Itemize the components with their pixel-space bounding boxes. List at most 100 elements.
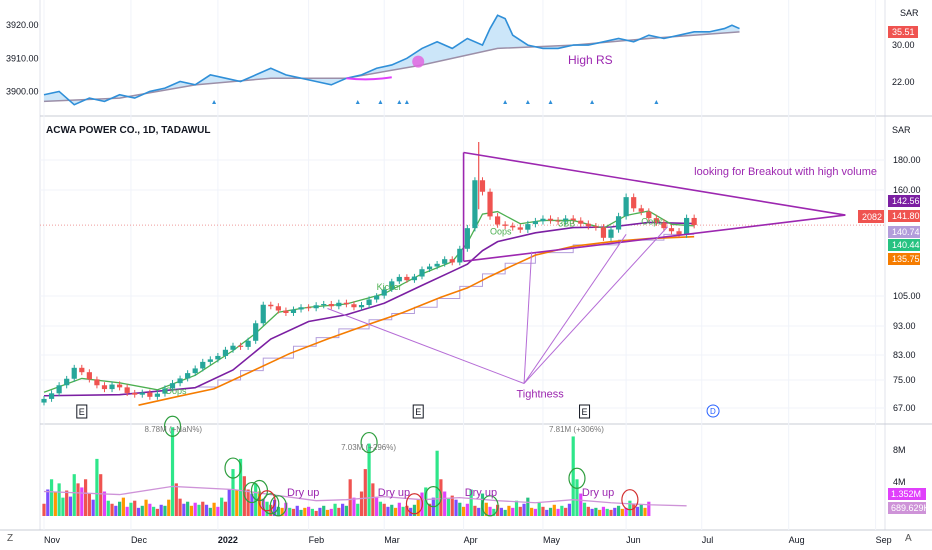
volume-bar-90 <box>382 503 386 516</box>
candle-body-56 <box>464 228 470 249</box>
volume-bar-20 <box>118 501 122 516</box>
volume-bar-132 <box>541 506 545 516</box>
ma-orange-line <box>138 235 695 406</box>
candle-body-18 <box>177 378 183 384</box>
rs-marker-5 <box>503 100 508 104</box>
rs-left-tick-0: 3920.00 <box>6 20 39 30</box>
volume-peak-label-2: 7.81M (+306%) <box>549 425 604 434</box>
volume-bar-69 <box>303 507 307 516</box>
volume-bar-84 <box>359 491 364 516</box>
volume-value-badge-label-0: 1.352M <box>891 489 921 499</box>
volume-bar-152 <box>616 505 621 516</box>
price-tick-3: 93.00 <box>893 321 916 331</box>
rs-axis-unit: SAR <box>900 8 919 18</box>
candle-body-63 <box>517 227 523 230</box>
volume-bar-89 <box>378 501 383 516</box>
volume-bar-4 <box>57 483 61 516</box>
candle-body-68 <box>555 220 561 222</box>
candle-body-45 <box>381 289 387 296</box>
candle-body-7 <box>94 379 100 386</box>
volume-bar-143 <box>582 502 587 516</box>
volume-bar-21 <box>121 497 125 516</box>
volume-bar-110 <box>458 502 462 516</box>
candle-body-73 <box>593 226 599 228</box>
candle-body-43 <box>366 299 372 305</box>
rs-badge <box>888 26 918 38</box>
rs-marker-6 <box>525 100 530 104</box>
volume-bar-129 <box>530 507 534 516</box>
candle-body-8 <box>101 385 108 390</box>
rs-right-tick-1: 22.00 <box>892 77 915 87</box>
volume-bar-34 <box>170 427 175 516</box>
x-tick-1: Dec <box>131 535 148 545</box>
volume-bar-10 <box>80 487 84 516</box>
volume-bar-75 <box>325 509 330 516</box>
candle-body-57 <box>472 180 478 229</box>
volume-bar-46 <box>216 506 220 516</box>
volume-bar-70 <box>307 506 311 516</box>
x-tick-6: May <box>543 535 561 545</box>
candle-body-49 <box>411 276 418 281</box>
volume-bar-80 <box>344 505 348 516</box>
volume-bar-114 <box>473 505 477 516</box>
volume-bar-67 <box>295 505 299 516</box>
price-badge-label-1: 141.80 <box>892 211 920 221</box>
rs-marker-2 <box>378 100 383 104</box>
volume-bar-88 <box>375 497 379 516</box>
volume-bar-28 <box>148 503 152 516</box>
volume-peak-label-1: 7.03M (+296%) <box>341 443 396 452</box>
volume-bar-121 <box>499 507 503 516</box>
rs-marker-9 <box>654 100 659 104</box>
volume-bar-72 <box>314 510 318 516</box>
dividend-marker-circle <box>706 404 720 418</box>
volume-bar-140 <box>571 436 575 516</box>
volume-bar-38 <box>186 501 190 516</box>
volume-circle-green-7 <box>424 486 442 508</box>
volume-circle-green-9 <box>568 467 586 489</box>
candle-body-83 <box>668 228 675 232</box>
volume-tick-0: 8M <box>893 445 906 455</box>
candle-body-9 <box>109 384 115 390</box>
candle-body-23 <box>215 355 221 360</box>
volume-bar-112 <box>465 503 469 516</box>
price-annotation-5: looking for Breakout with high volume <box>694 166 877 178</box>
candle-body-51 <box>426 266 433 270</box>
price-badge-0 <box>888 195 920 207</box>
earnings-marker-2: E <box>582 407 588 417</box>
tightness-line-2 <box>523 234 627 384</box>
earnings-marker-1: E <box>415 407 421 417</box>
volume-bar-106 <box>443 491 447 516</box>
volume-bar-156 <box>632 503 636 516</box>
volume-bar-82 <box>352 497 356 516</box>
candle-body-26 <box>237 345 244 347</box>
rs-marker-8 <box>590 100 595 104</box>
price-tick-4: 83.00 <box>893 350 916 360</box>
earnings-marker-box-1 <box>412 404 424 419</box>
volume-bar-16 <box>102 491 107 516</box>
volume-value-badge-0 <box>888 488 926 500</box>
volume-bar-14 <box>95 458 99 516</box>
volume-bar-91 <box>386 506 390 516</box>
candle-body-11 <box>124 387 130 393</box>
candle-body-32 <box>283 310 289 313</box>
volume-bar-127 <box>522 503 526 516</box>
volume-bar-83 <box>356 503 360 516</box>
volume-bar-26 <box>140 505 144 516</box>
volume-circle-red-0 <box>258 490 276 512</box>
volume-bar-99 <box>416 499 420 516</box>
volume-bar-68 <box>299 509 303 516</box>
volume-bar-17 <box>106 500 110 516</box>
volume-bar-3 <box>53 491 57 516</box>
volume-bar-153 <box>620 508 624 516</box>
volume-bar-48 <box>223 501 228 516</box>
auto-scale-icon[interactable]: A <box>905 533 912 544</box>
candle-body-38 <box>328 304 334 307</box>
price-tick-2: 105.00 <box>893 291 921 301</box>
x-tick-7: Jun <box>626 535 641 545</box>
volume-note-1: Dry up <box>378 487 410 499</box>
timezone-icon[interactable]: Z <box>7 533 13 544</box>
volume-bar-146 <box>594 507 598 516</box>
earnings-marker-0: E <box>79 407 85 417</box>
volume-bar-6 <box>65 490 69 516</box>
